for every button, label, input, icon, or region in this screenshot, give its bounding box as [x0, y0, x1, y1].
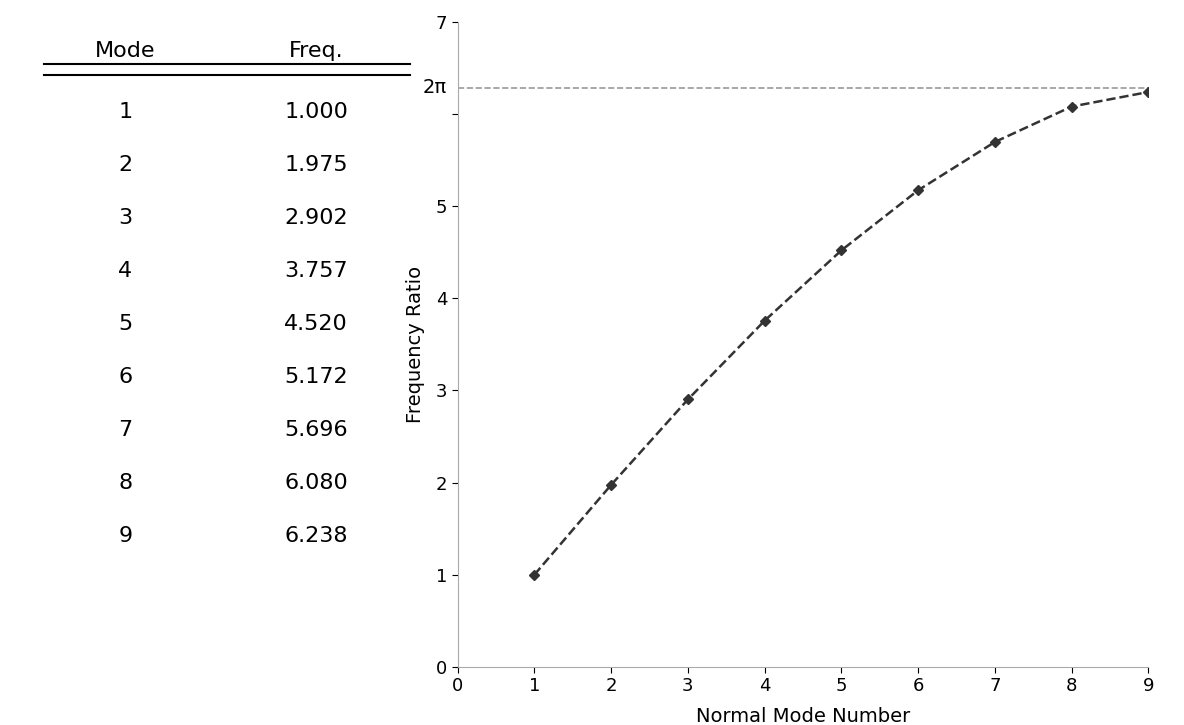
- Text: 6.238: 6.238: [284, 526, 348, 546]
- Text: 1.975: 1.975: [284, 155, 348, 175]
- Text: 6: 6: [118, 367, 133, 387]
- Text: 3: 3: [118, 208, 133, 228]
- Text: 9: 9: [118, 526, 133, 546]
- Text: 5.172: 5.172: [284, 367, 348, 387]
- Text: Mode: Mode: [95, 41, 155, 61]
- Text: 7: 7: [118, 420, 133, 440]
- Text: 2π: 2π: [423, 78, 446, 97]
- Text: 2.902: 2.902: [284, 208, 348, 228]
- X-axis label: Normal Mode Number: Normal Mode Number: [696, 707, 910, 725]
- Text: 1: 1: [118, 102, 133, 123]
- Y-axis label: Frequency Ratio: Frequency Ratio: [405, 266, 425, 423]
- Text: 3.757: 3.757: [284, 261, 348, 281]
- Text: 6.080: 6.080: [284, 473, 348, 493]
- Text: 5.696: 5.696: [284, 420, 348, 440]
- Text: 8: 8: [118, 473, 133, 493]
- Text: Freq.: Freq.: [289, 41, 343, 61]
- Text: 5: 5: [118, 314, 133, 334]
- Text: 4.520: 4.520: [284, 314, 348, 334]
- Text: 2: 2: [118, 155, 133, 175]
- Text: 1.000: 1.000: [284, 102, 348, 123]
- Text: 4: 4: [118, 261, 133, 281]
